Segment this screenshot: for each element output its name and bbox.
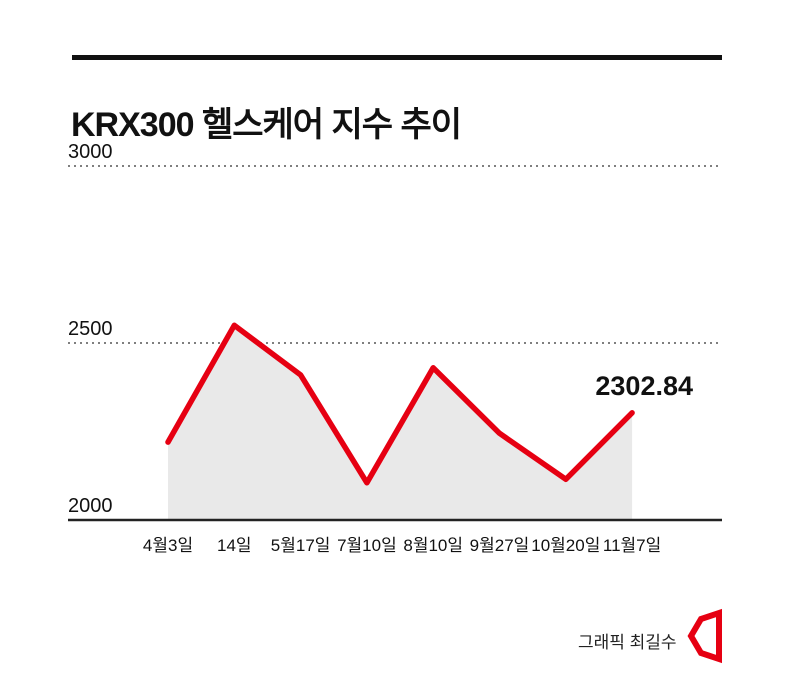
index-area	[168, 325, 633, 520]
x-axis-label: 9월27일	[469, 536, 530, 555]
y-axis-tick-2500: 2500	[68, 318, 113, 340]
publisher-logo-icon	[687, 608, 722, 664]
x-axis-labels: 4월3일 14일 5월17일 7월10일 8월10일 9월27일 10월20일 11월7일	[0, 531, 799, 559]
x-axis-label: 7월10일	[337, 536, 397, 555]
x-axis-label: 5월17일	[270, 536, 331, 555]
x-axis-label: 4월3일	[142, 536, 194, 555]
title-top-rule	[72, 55, 722, 60]
graphic-credit: 그래픽 최길수	[578, 633, 677, 652]
y-axis-tick-3000: 3000	[68, 141, 113, 163]
x-axis-label: 11월7일	[602, 536, 662, 555]
last-value-annotation: 2302.84	[595, 371, 693, 401]
index-line	[165, 322, 635, 486]
y-axis-tick-2000: 2000	[68, 495, 113, 517]
x-axis-label: 8월10일	[403, 536, 464, 555]
x-axis-label: 10월20일	[531, 536, 601, 555]
page-title: KRX300 헬스케어 지수 추이	[71, 105, 462, 144]
x-axis-label: 14일	[217, 536, 252, 555]
publisher-logo-shape	[687, 608, 722, 664]
